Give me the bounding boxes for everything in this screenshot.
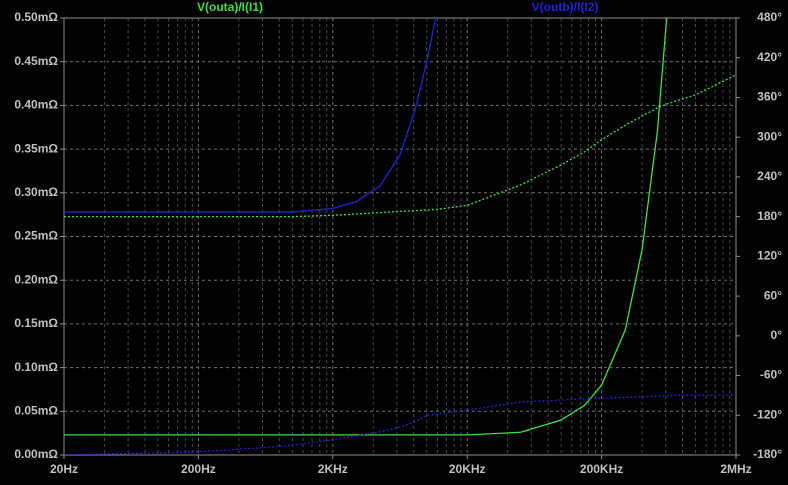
y2-tick-label: 180°: [757, 209, 782, 223]
y-tick-label: 0.00mΩ: [14, 447, 58, 461]
x-tick-label: 2KHz: [318, 462, 348, 476]
y2-tick-label: 480°: [757, 10, 782, 24]
y-tick-label: 0.25mΩ: [14, 229, 58, 243]
x-tick-label: 20Hz: [50, 462, 78, 476]
y2-tick-label: 420°: [757, 50, 782, 64]
series-line: [64, 18, 437, 213]
y-tick-label: 0.45mΩ: [14, 54, 58, 68]
y-tick-label: 0.10mΩ: [14, 360, 58, 374]
y2-tick-label: 0°: [771, 328, 783, 342]
legend-entry: V(outb)/I(I2): [532, 0, 599, 14]
y-tick-label: 0.40mΩ: [14, 98, 58, 112]
x-tick-label: 2MHz: [720, 462, 751, 476]
x-tick-label: 200KHz: [580, 462, 623, 476]
y-tick-label: 0.50mΩ: [14, 10, 58, 24]
plot-frame: [63, 17, 737, 456]
series-line: [64, 394, 736, 455]
legend-entry: V(outa)/I(I1): [197, 0, 263, 14]
x-tick-label: 200Hz: [181, 462, 216, 476]
y-tick-label: 0.35mΩ: [14, 141, 58, 155]
x-tick-label: 20KHz: [449, 462, 486, 476]
series-line: [64, 18, 668, 436]
y-tick-label: 0.30mΩ: [14, 185, 58, 199]
y2-tick-label: 60°: [764, 288, 782, 302]
y2-tick-label: 240°: [757, 169, 782, 183]
y2-tick-label: 120°: [757, 249, 782, 263]
y-tick-label: 0.15mΩ: [14, 316, 58, 330]
y2-tick-label: -120°: [753, 407, 782, 421]
series-line: [64, 74, 736, 218]
y2-tick-label: -180°: [753, 447, 782, 461]
y2-tick-label: 300°: [757, 129, 782, 143]
y-tick-label: 0.05mΩ: [14, 403, 58, 417]
y2-tick-label: 360°: [757, 90, 782, 104]
plot-lines: [64, 18, 736, 455]
y2-tick-label: -60°: [760, 368, 782, 382]
y-tick-label: 0.20mΩ: [14, 272, 58, 286]
